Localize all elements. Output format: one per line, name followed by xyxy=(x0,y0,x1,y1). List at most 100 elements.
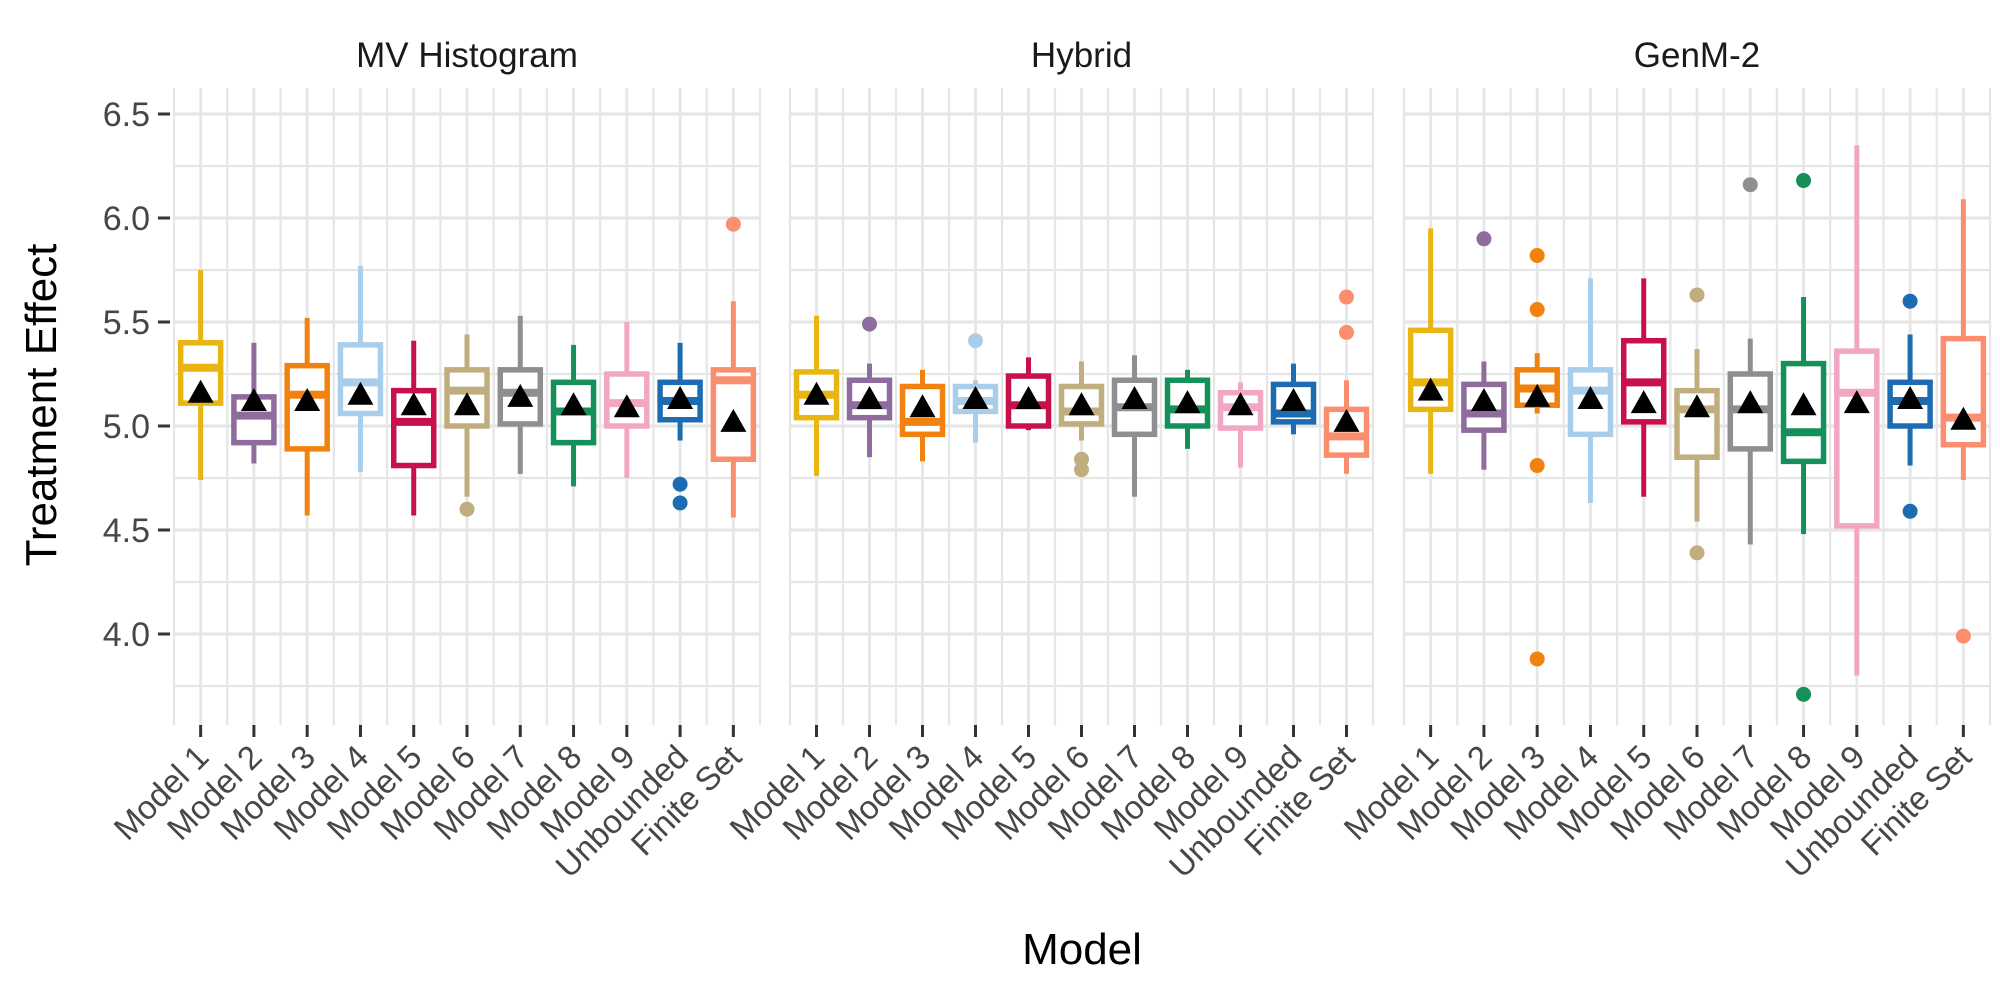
mean-triangle xyxy=(856,385,883,409)
x-axis-title: Model xyxy=(1022,925,1142,974)
box-MV-Histogram-Model-6 xyxy=(444,334,490,517)
outlier-point xyxy=(1074,451,1089,467)
outlier-point xyxy=(1902,293,1918,309)
mean-triangle xyxy=(1227,392,1254,416)
mean-triangle xyxy=(1417,377,1444,401)
outlier-point xyxy=(672,495,688,511)
box-MV-Histogram-Model-5 xyxy=(390,340,437,516)
box-GenM-2-Model-3 xyxy=(1514,247,1560,667)
box-GenM-2-Unbounded xyxy=(1887,293,1933,519)
mean-triangle xyxy=(1737,390,1764,414)
mean-triangle xyxy=(803,381,830,405)
mean-triangle xyxy=(1790,392,1817,416)
box-GenM-2-Model-2 xyxy=(1461,231,1507,470)
outlier-point xyxy=(725,216,741,232)
box-MV-Histogram-Model-9 xyxy=(604,322,650,478)
outlier-point xyxy=(968,333,983,349)
box-Hybrid-Model-7 xyxy=(1111,355,1158,497)
iqr-box xyxy=(1834,348,1880,529)
outlier-point xyxy=(1339,289,1354,305)
iqr-box xyxy=(1780,360,1827,465)
outlier-point xyxy=(1529,651,1545,667)
mean-triangle xyxy=(962,385,989,409)
outlier-point xyxy=(1529,302,1545,318)
mean-triangle xyxy=(1950,406,1977,430)
outlier-point xyxy=(1074,462,1089,478)
iqr-box xyxy=(1567,367,1614,438)
outlier-point xyxy=(1796,173,1812,189)
outlier-point xyxy=(1902,503,1918,519)
mean-triangle xyxy=(560,392,587,416)
mean-triangle xyxy=(1174,390,1201,414)
mean-triangle xyxy=(294,388,321,412)
mean-triangle xyxy=(400,392,427,416)
y-tick-label: 4.5 xyxy=(103,512,150,550)
outlier-point xyxy=(1689,545,1705,561)
outlier-point xyxy=(1689,287,1705,303)
outlier-point xyxy=(1339,324,1354,340)
mean-triangle xyxy=(1470,388,1497,412)
mean-triangle xyxy=(667,385,694,409)
facet-title: MV Histogram xyxy=(356,36,578,75)
mean-triangle xyxy=(240,388,267,412)
box-GenM-2-Model-6 xyxy=(1674,287,1720,561)
mean-triangle xyxy=(1897,385,1924,409)
outlier-point xyxy=(862,316,877,332)
y-tick-label: 5.5 xyxy=(103,304,150,342)
y-tick-label: 5.0 xyxy=(103,408,150,446)
box-Hybrid-Model-3 xyxy=(899,369,946,462)
mean-triangle xyxy=(909,394,936,418)
mean-triangle xyxy=(613,394,640,418)
iqr-box xyxy=(1674,387,1720,460)
outlier-point xyxy=(672,476,688,492)
y-tick-label: 4.0 xyxy=(103,616,150,654)
box-GenM-2-Finite-Set xyxy=(1940,199,1987,644)
facet-title: GenM-2 xyxy=(1634,36,1760,75)
mean-triangle xyxy=(1068,392,1095,416)
box-MV-Histogram-Model-7 xyxy=(497,315,544,474)
outlier-point xyxy=(459,501,475,517)
box-Hybrid-Model-5 xyxy=(1005,357,1052,431)
box-MV-Histogram-Model-4 xyxy=(337,265,384,472)
mean-triangle xyxy=(347,381,374,405)
mean-triangle xyxy=(1843,390,1870,414)
box-Hybrid-Model-4 xyxy=(952,333,999,443)
mean-triangle xyxy=(1121,385,1148,409)
box-Hybrid-Finite-Set xyxy=(1323,289,1370,474)
outlier-point xyxy=(1529,458,1545,474)
box-GenM-2-Model-8 xyxy=(1780,173,1827,702)
iqr-box xyxy=(390,387,437,469)
box-MV-Histogram-Model-8 xyxy=(550,344,597,487)
outlier-point xyxy=(1742,177,1758,193)
box-Hybrid-Model-6 xyxy=(1058,361,1105,478)
box-MV-Histogram-Unbounded xyxy=(657,342,703,511)
outlier-point xyxy=(1476,231,1492,247)
box-GenM-2-Model-4 xyxy=(1567,278,1614,503)
mean-triangle xyxy=(1524,383,1551,407)
mean-triangle xyxy=(1015,385,1042,409)
mean-triangle xyxy=(1684,394,1710,418)
box-MV-Histogram-Model-3 xyxy=(284,317,330,516)
mean-triangle xyxy=(1630,390,1657,414)
box-Hybrid-Model-9 xyxy=(1217,382,1264,468)
y-axis-title: Treatment Effect xyxy=(17,243,66,567)
y-tick-label: 6.5 xyxy=(103,96,150,134)
box-MV-Histogram-Model-1 xyxy=(177,270,224,481)
box-MV-Histogram-Model-2 xyxy=(231,342,277,464)
mean-triangle xyxy=(1577,385,1604,409)
box-GenM-2-Model-1 xyxy=(1407,228,1454,474)
box-MV-Histogram-Finite-Set xyxy=(710,216,757,518)
box-GenM-2-Model-5 xyxy=(1620,278,1667,497)
box-GenM-2-Model-7 xyxy=(1727,177,1774,545)
outlier-point xyxy=(1529,247,1545,263)
outlier-point xyxy=(1955,628,1971,644)
mean-triangle xyxy=(1333,408,1360,432)
facet-title: Hybrid xyxy=(1031,36,1132,75)
box-Hybrid-Model-8 xyxy=(1164,369,1211,449)
y-tick-label: 6.0 xyxy=(103,200,150,238)
mean-triangle xyxy=(454,392,480,416)
outlier-point xyxy=(1796,686,1812,702)
box-GenM-2-Model-9 xyxy=(1834,145,1880,676)
